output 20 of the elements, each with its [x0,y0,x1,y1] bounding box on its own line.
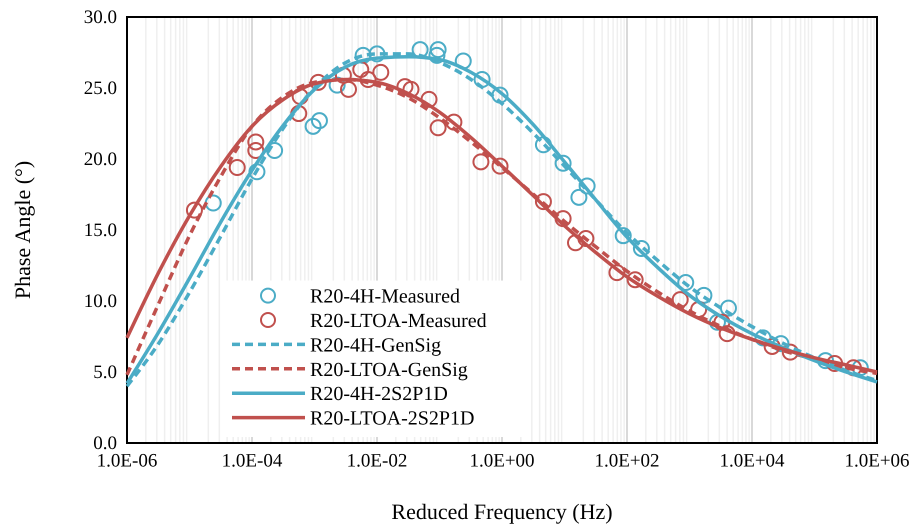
y-axis-title: Phase Angle (°) [10,160,35,300]
y-tick-label: 20.0 [84,149,117,170]
legend-label: R20-LTOA-2S2P1D [310,408,474,430]
legend-label: R20-LTOA-Measured [310,310,487,332]
y-tick-label: 25.0 [84,78,117,100]
x-tick-label: 1.0E-04 [222,450,283,472]
legend-label: R20-LTOA-GenSig [310,358,468,381]
x-axis-title: Reduced Frequency (Hz) [391,499,613,524]
x-tick-label: 1.0E-02 [346,450,408,472]
legend-label: R20-4H-2S2P1D [310,383,448,406]
legend-label: R20-4H-Measured [310,286,460,308]
x-tick-label: 1.0E+00 [469,450,535,472]
legend-label: R20-4H-GenSig [310,334,442,356]
y-tick-label: 10.0 [84,291,117,312]
y-tick-label: 15.0 [84,220,117,242]
x-tick-label: 1.0E+02 [594,450,660,472]
x-tick-label: 1.0E+06 [844,450,910,472]
y-tick-label: 5.0 [93,362,117,384]
x-tick-label: 1.0E+04 [719,450,786,472]
y-tick-label: 30.0 [84,7,117,28]
